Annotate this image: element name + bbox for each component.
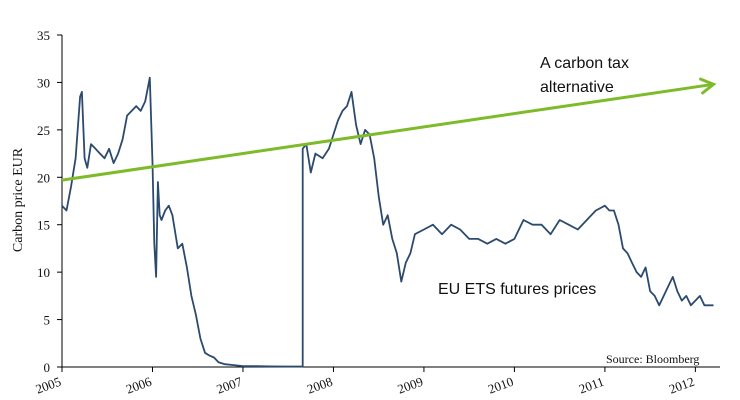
y-tick-label: 25: [37, 123, 50, 138]
x-tick-label: 2008: [305, 374, 335, 397]
tax-line-label-1: A carbon tax: [540, 55, 629, 72]
x-tick-label: 2011: [577, 374, 606, 397]
x-tick-label: 2012: [667, 374, 697, 397]
y-tick-label: 5: [44, 313, 51, 328]
y-tick-label: 20: [37, 170, 50, 185]
x-tick-label: 2005: [33, 374, 63, 397]
y-tick-label: 30: [37, 75, 50, 90]
y-tick-label: 0: [44, 360, 51, 375]
y-tick-label: 35: [37, 28, 50, 43]
y-tick-label: 10: [37, 265, 50, 280]
ets-label: EU ETS futures prices: [438, 281, 596, 298]
y-ticks: 0 5 10 15 20 25 30 35: [37, 28, 62, 375]
ets-price-line: [61, 76, 714, 368]
x-tick-label: 2009: [395, 374, 425, 397]
x-ticks: 2005 2006 2007 2008 2009 2010 2011 2012: [33, 367, 696, 397]
carbon-tax-line: [61, 82, 714, 182]
x-tick-label: 2006: [124, 374, 154, 397]
y-tick-label: 15: [37, 218, 50, 233]
axes: [61, 35, 720, 368]
series-group: [61, 76, 717, 368]
y-axis-label: Carbon price EUR: [11, 147, 26, 252]
carbon-tax-arrowhead: [699, 77, 717, 95]
x-tick-label: 2007: [214, 374, 244, 397]
tax-line-label-2: alternative: [540, 79, 614, 96]
x-tick-label: 2010: [486, 374, 516, 397]
source-note: Source: Bloomberg: [606, 352, 699, 366]
